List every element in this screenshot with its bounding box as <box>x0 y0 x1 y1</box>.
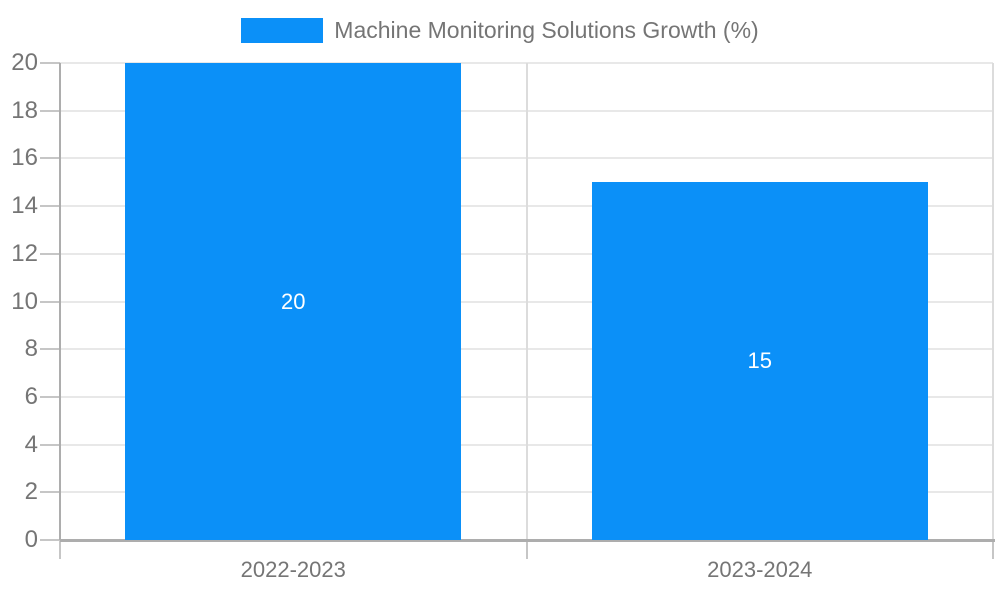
y-axis-tick <box>40 348 60 351</box>
gridline-x-1 <box>525 63 528 540</box>
y-axis-tick <box>40 109 60 112</box>
legend-label: Machine Monitoring Solutions Growth (%) <box>334 17 759 43</box>
y-tick-label: 0 <box>24 526 38 553</box>
y-tick-label: 18 <box>11 96 38 124</box>
y-tick-label: 14 <box>11 192 38 220</box>
x-axis-tick <box>59 540 61 559</box>
gridline-x-2 <box>992 63 994 540</box>
y-tick-label: 16 <box>11 144 38 172</box>
y-axis-line <box>59 63 61 540</box>
y-tick-label: 20 <box>11 49 38 76</box>
x-axis-line <box>60 539 995 542</box>
y-tick-label: 12 <box>11 239 38 267</box>
y-axis-tick <box>40 395 60 398</box>
y-tick-label: 2 <box>24 478 38 506</box>
legend[interactable]: Machine Monitoring Solutions Growth (%) <box>0 16 1000 44</box>
y-axis-tick <box>40 205 60 208</box>
y-axis-tick <box>40 443 60 446</box>
y-tick-label: 6 <box>24 382 38 410</box>
bar-2023-2024[interactable] <box>591 182 928 540</box>
x-category-label: 2022-2023 <box>240 557 346 582</box>
y-axis-tick <box>40 300 60 303</box>
y-tick-label: 10 <box>11 287 38 315</box>
bar-2022-2023[interactable] <box>125 63 462 540</box>
bar-value-label: 20 <box>281 288 306 314</box>
legend-swatch-icon <box>241 17 324 43</box>
x-category-label: 2023-2024 <box>707 557 813 582</box>
y-axis-tick <box>40 62 60 64</box>
bar-value-label: 15 <box>747 348 772 374</box>
x-axis-tick <box>525 540 528 559</box>
y-axis-tick <box>40 252 60 255</box>
y-tick-label: 8 <box>24 335 38 363</box>
y-axis-tick <box>40 491 60 494</box>
y-axis-tick <box>40 157 60 160</box>
y-tick-label: 4 <box>24 430 38 458</box>
x-axis-tick <box>992 540 994 559</box>
y-axis-tick <box>40 539 60 541</box>
